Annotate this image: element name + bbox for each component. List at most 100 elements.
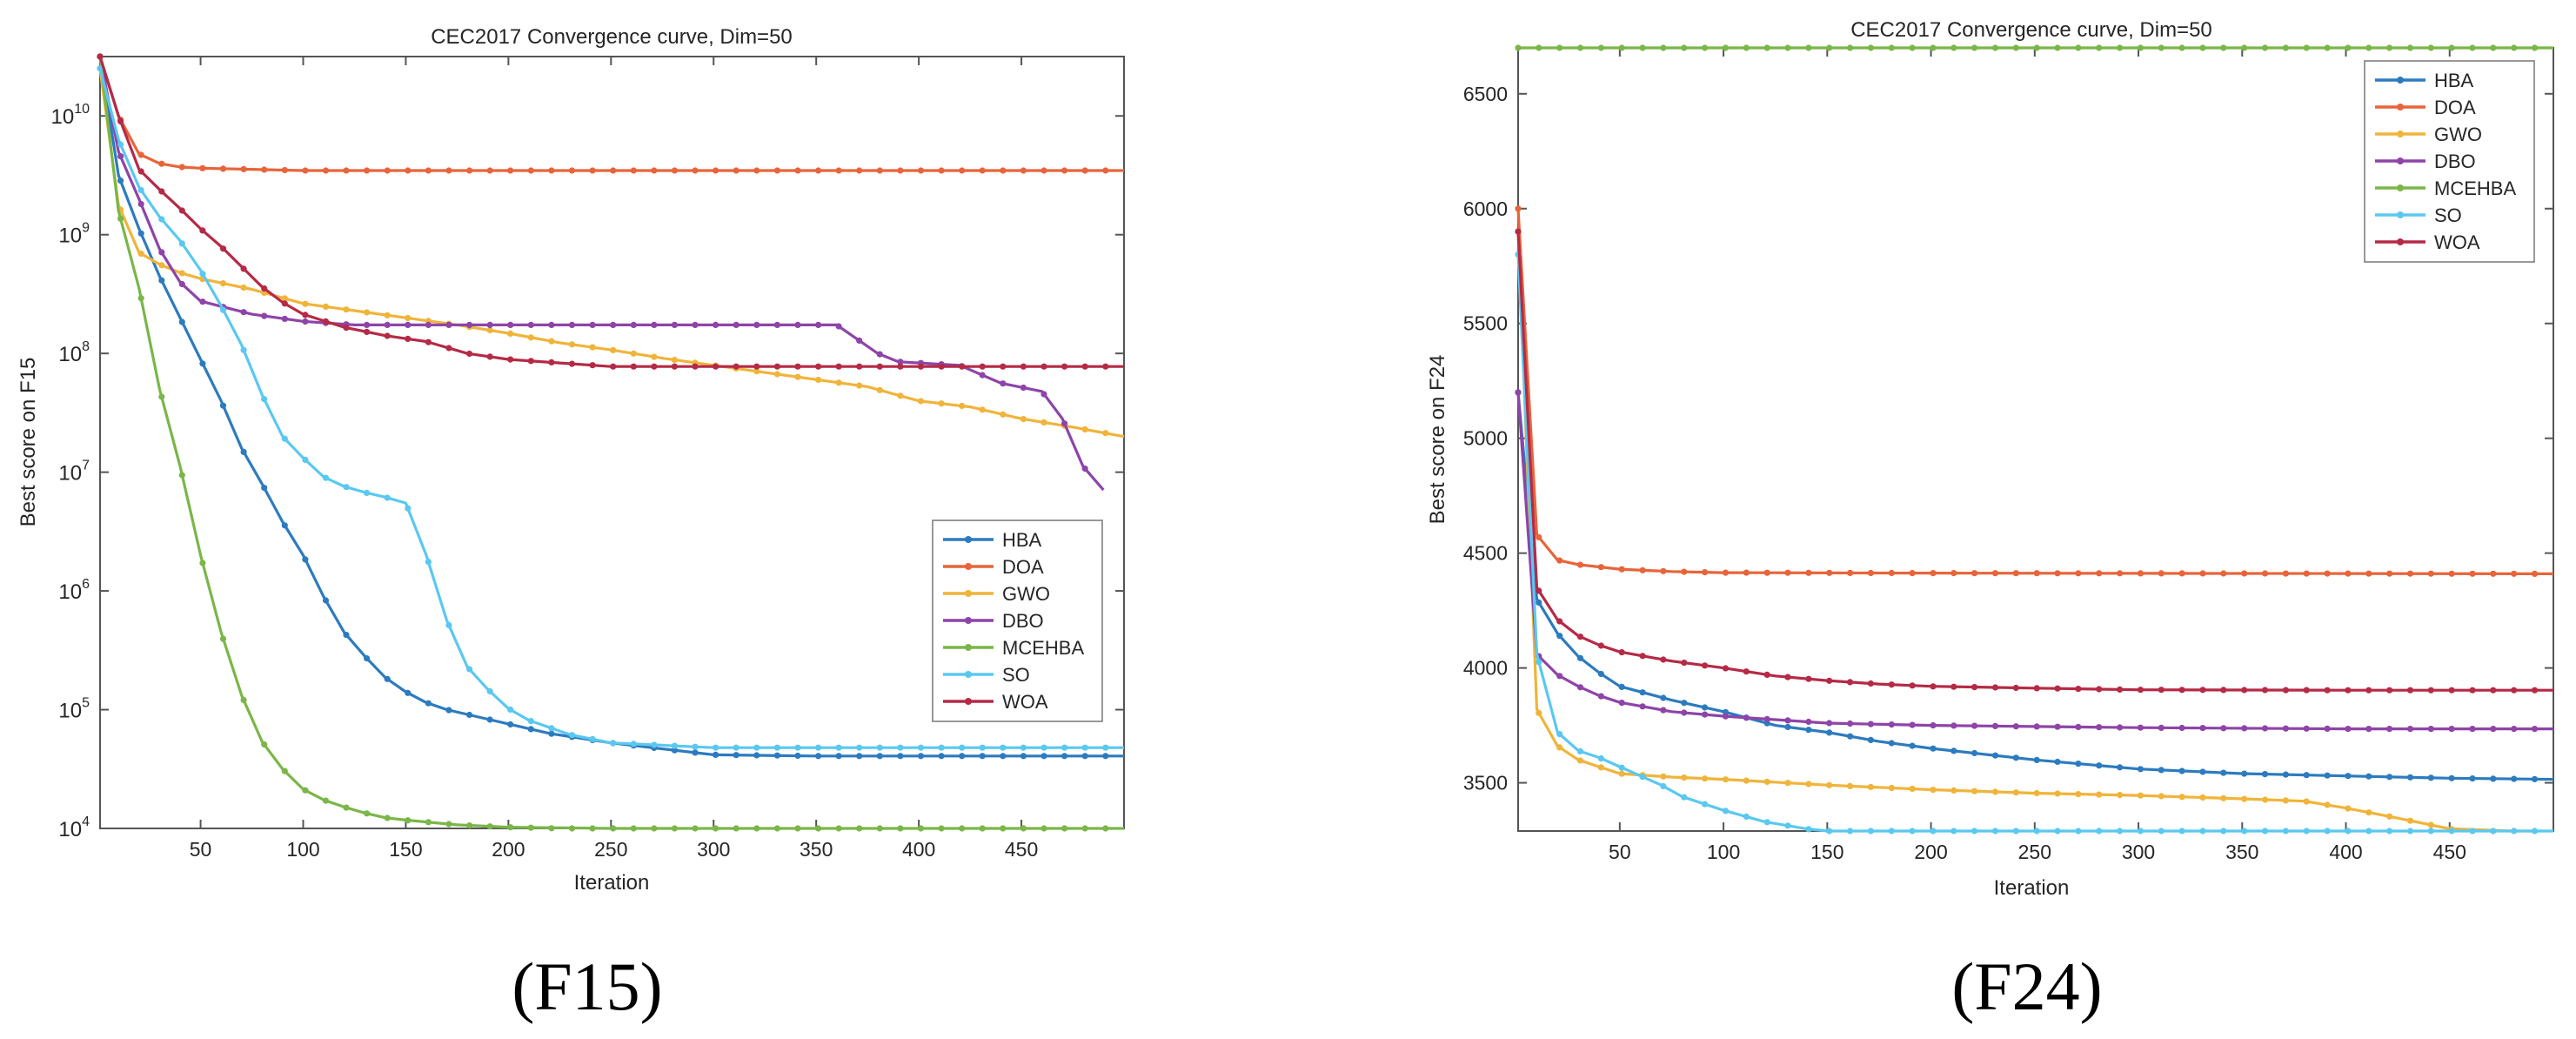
- series-marker-woa: [2137, 687, 2144, 694]
- series-marker-mcehba: [240, 696, 247, 704]
- series-marker-woa: [1639, 653, 1646, 660]
- series-marker-so: [938, 744, 945, 751]
- series-marker-doa: [1722, 569, 1730, 576]
- series-marker-dbo: [384, 321, 391, 328]
- series-marker-doa: [979, 167, 986, 174]
- series-marker-mcehba: [507, 824, 514, 831]
- series-marker-mcehba: [281, 768, 288, 774]
- series-marker-gwo: [158, 262, 165, 269]
- series-marker-woa: [364, 328, 371, 335]
- series-marker-doa: [2178, 570, 2185, 577]
- series-marker-so: [2096, 828, 2103, 835]
- series-marker-gwo: [876, 386, 883, 393]
- y-tick-label: 107: [58, 459, 90, 486]
- series-marker-doa: [445, 167, 452, 174]
- series-marker-so: [1000, 744, 1007, 751]
- series-marker-hba: [1971, 749, 1978, 757]
- series-marker-doa: [548, 167, 555, 174]
- x-tick-label: 100: [286, 838, 319, 861]
- series-marker-woa: [1000, 363, 1007, 370]
- series-marker-hba: [1020, 753, 1027, 760]
- series-marker-doa: [917, 167, 925, 174]
- series-marker-mcehba: [2220, 44, 2227, 51]
- series-marker-dbo: [692, 321, 699, 328]
- series-marker-dbo: [733, 321, 739, 328]
- series-marker-doa: [2199, 570, 2206, 577]
- series-marker-doa: [1784, 569, 1791, 576]
- series-marker-so: [486, 687, 493, 695]
- series-marker-doa: [1867, 569, 1874, 577]
- y-tick-label: 106: [58, 577, 90, 604]
- series-marker-mcehba: [1000, 825, 1007, 832]
- series-marker-hba: [1556, 633, 1563, 640]
- series-marker-dbo: [405, 321, 411, 328]
- series-marker-hba: [2303, 772, 2310, 779]
- series-marker-so: [1639, 774, 1646, 781]
- series-marker-woa: [692, 363, 699, 370]
- series-marker-hba: [261, 485, 268, 492]
- y-tick-label: 105: [58, 696, 90, 723]
- series-marker-woa: [713, 363, 719, 370]
- series-marker-gwo: [753, 368, 760, 375]
- series-marker-so: [794, 744, 801, 751]
- series-marker-woa: [938, 363, 945, 370]
- series-marker-so: [445, 621, 452, 629]
- series-marker-hba: [1847, 733, 1854, 740]
- series-marker-gwo: [2096, 791, 2103, 798]
- series-marker-doa: [589, 167, 596, 174]
- series-marker-hba: [835, 753, 842, 760]
- series-group-f15: [97, 53, 1125, 832]
- legend-marker-mcehba: [2397, 184, 2404, 191]
- series-marker-gwo: [897, 392, 904, 399]
- series-marker-so: [281, 435, 288, 442]
- series-marker-mcehba: [1743, 44, 1750, 51]
- series-marker-dbo: [1681, 709, 1688, 716]
- series-marker-so: [1681, 794, 1688, 801]
- series-marker-gwo: [2427, 821, 2434, 828]
- x-tick-label: 400: [902, 838, 935, 861]
- series-marker-doa: [384, 167, 391, 174]
- series-group-f24: [1515, 44, 2554, 835]
- legend-label-dbo: DBO: [2434, 151, 2476, 172]
- series-marker-gwo: [1536, 709, 1542, 716]
- series-marker-gwo: [302, 300, 309, 307]
- series-marker-so: [219, 306, 227, 313]
- series-marker-hba: [794, 752, 801, 760]
- series-marker-doa: [2075, 570, 2082, 577]
- series-marker-hba: [1576, 654, 1584, 661]
- legend-label-woa: WOA: [1002, 691, 1048, 713]
- series-marker-woa: [486, 353, 493, 360]
- series-marker-dbo: [1081, 465, 1088, 473]
- series-marker-dbo: [794, 321, 801, 328]
- series-marker-hba: [1991, 752, 1999, 759]
- series-marker-dbo: [630, 321, 637, 328]
- series-marker-woa: [2282, 687, 2289, 694]
- series-marker-mcehba: [2117, 44, 2124, 51]
- series-marker-mcehba: [527, 824, 534, 831]
- series-marker-hba: [2178, 768, 2185, 774]
- series-marker-mcehba: [1909, 44, 1916, 51]
- series-marker-hba: [548, 730, 555, 737]
- legend-marker-mcehba: [965, 644, 972, 651]
- chart-f24: CEC2017 Convergence curve, Dim=50 Iterat…: [1426, 18, 2554, 1024]
- series-marker-mcehba: [2531, 44, 2539, 51]
- series-marker-hba: [1081, 753, 1088, 760]
- series-marker-dbo: [1909, 721, 1916, 728]
- series-marker-mcehba: [1102, 825, 1109, 832]
- series-marker-hba: [1702, 704, 1709, 711]
- series-marker-dbo: [2241, 725, 2248, 732]
- series-marker-hba: [2096, 762, 2103, 769]
- series-marker-dbo: [2345, 726, 2352, 733]
- chart-title-f24: CEC2017 Convergence curve, Dim=50: [1850, 18, 2212, 42]
- series-marker-doa: [835, 167, 842, 174]
- series-marker-hba: [302, 556, 309, 563]
- series-marker-hba: [158, 277, 165, 284]
- series-marker-so: [2158, 828, 2165, 835]
- series-marker-gwo: [1826, 781, 1833, 788]
- series-marker-hba: [1826, 729, 1833, 736]
- series-marker-so: [2469, 828, 2476, 835]
- series-marker-woa: [2324, 687, 2331, 694]
- series-marker-woa: [2365, 687, 2372, 694]
- series-marker-mcehba: [1061, 825, 1068, 832]
